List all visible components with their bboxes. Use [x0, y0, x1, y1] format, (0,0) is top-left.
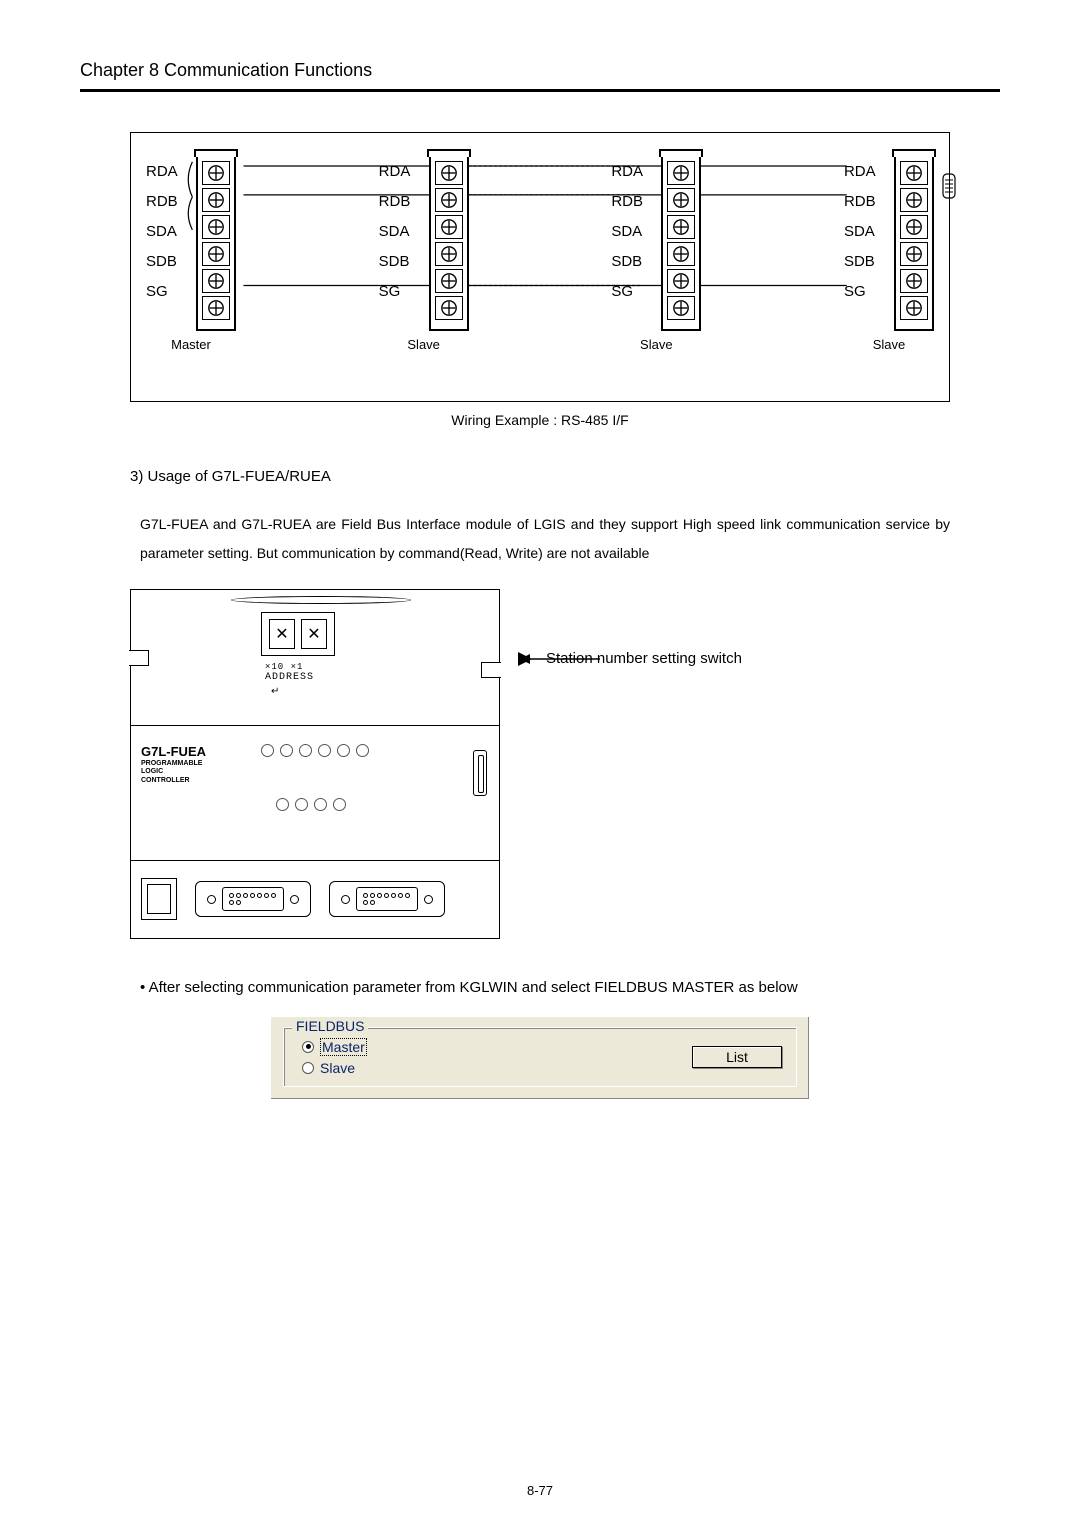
station-switch: ✕ ✕	[261, 612, 335, 656]
screw-terminal	[667, 188, 695, 212]
arrow-text: Station number setting switch	[546, 650, 742, 667]
signal-label: SDA	[146, 223, 188, 240]
wiring-diagram: RDARDBSDASDBSGMasterRDARDBSDASDBSGSlaveR…	[130, 132, 950, 402]
radio-slave[interactable]: Slave	[302, 1060, 367, 1076]
screw-terminal	[435, 242, 463, 266]
signal-label: RDB	[146, 193, 188, 210]
screw-terminal	[202, 242, 230, 266]
block-caption: Slave	[873, 337, 906, 352]
signal-label: SDB	[379, 253, 421, 270]
screw-terminal	[435, 188, 463, 212]
screw-terminal	[202, 161, 230, 185]
address-label: ×10 ×1 ADDRESS	[265, 662, 314, 683]
port-left	[141, 878, 177, 920]
screw-terminal	[900, 161, 928, 185]
section-title: 3) Usage of G7L-FUEA/RUEA	[130, 468, 950, 485]
block-caption: Master	[171, 337, 211, 352]
module-figure: ✕ ✕ ×10 ×1 ADDRESS ↵ G7L-FUEA PROGRAMMAB…	[130, 589, 950, 939]
screw-terminal	[202, 296, 230, 320]
screw-terminal	[900, 242, 928, 266]
arrowhead-icon	[518, 652, 532, 666]
screw-terminal	[900, 188, 928, 212]
terminal-box	[429, 153, 469, 331]
terminal-block: RDA RDB SDA SDB SG Slave	[844, 153, 934, 363]
screw-terminal	[435, 161, 463, 185]
rotary-x10: ✕	[269, 619, 295, 649]
screw-terminal	[667, 215, 695, 239]
chapter-header: Chapter 8 Communication Functions	[80, 60, 1000, 92]
module-brand: G7L-FUEA	[141, 744, 206, 759]
screw-terminal	[667, 242, 695, 266]
signal-label: SG	[146, 283, 188, 300]
fieldbus-panel: FIELDBUS Master Slave List	[270, 1016, 810, 1100]
signal-label: RDB	[611, 193, 653, 210]
signal-label: SG	[844, 283, 886, 300]
signal-label: SDB	[844, 253, 886, 270]
screw-terminal	[667, 161, 695, 185]
screw-terminal	[900, 296, 928, 320]
screw-terminal	[900, 269, 928, 293]
signal-label: SDA	[844, 223, 886, 240]
screw-terminal	[435, 296, 463, 320]
signal-label: SDA	[611, 223, 653, 240]
section-body: G7L-FUEA and G7L-RUEA are Field Bus Inte…	[140, 510, 950, 569]
port-connector-1	[195, 881, 311, 917]
screw-terminal	[202, 269, 230, 293]
bullet-line: • After selecting communication paramete…	[140, 979, 950, 996]
signal-label: RDA	[844, 163, 886, 180]
signal-label: RDB	[379, 193, 421, 210]
fieldbus-group-title: FIELDBUS	[292, 1018, 368, 1034]
module-box: ✕ ✕ ×10 ×1 ADDRESS ↵ G7L-FUEA PROGRAMMAB…	[130, 589, 500, 939]
signal-label: RDB	[844, 193, 886, 210]
terminal-block: RDA RDB SDA SDB SG Master	[146, 153, 236, 363]
terminal-block: RDA RDB SDA SDB SG Slave	[611, 153, 701, 363]
signal-label: SDA	[379, 223, 421, 240]
screw-terminal	[435, 215, 463, 239]
list-button[interactable]: List	[692, 1046, 782, 1068]
signal-label: RDA	[379, 163, 421, 180]
rotary-x1: ✕	[301, 619, 327, 649]
signal-label: RDA	[611, 163, 653, 180]
screw-terminal	[667, 296, 695, 320]
terminal-box	[661, 153, 701, 331]
screw-terminal	[202, 215, 230, 239]
screw-terminal	[435, 269, 463, 293]
signal-label: SG	[379, 283, 421, 300]
terminator-icon	[942, 173, 956, 199]
signal-label: SG	[611, 283, 653, 300]
chapter-title: Chapter 8 Communication Functions	[80, 60, 372, 80]
screw-terminal	[667, 269, 695, 293]
block-caption: Slave	[640, 337, 673, 352]
screw-terminal	[900, 215, 928, 239]
signal-label: RDA	[146, 163, 188, 180]
signal-label: SDB	[146, 253, 188, 270]
arrow-label: Station number setting switch	[520, 650, 742, 667]
signal-label: SDB	[611, 253, 653, 270]
page-number: 8-77	[0, 1483, 1080, 1498]
terminal-block: RDA RDB SDA SDB SG Slave	[379, 153, 469, 363]
screw-terminal	[202, 188, 230, 212]
terminal-box	[196, 153, 236, 331]
module-brand-sub: PROGRAMMABLE LOGIC CONTROLLER	[141, 760, 202, 785]
block-caption: Slave	[407, 337, 440, 352]
radio-master[interactable]: Master	[302, 1038, 367, 1056]
terminal-box	[894, 153, 934, 331]
wiring-caption: Wiring Example : RS-485 I/F	[80, 412, 1000, 428]
small-mark: ↵	[271, 686, 279, 697]
port-connector-2	[329, 881, 445, 917]
